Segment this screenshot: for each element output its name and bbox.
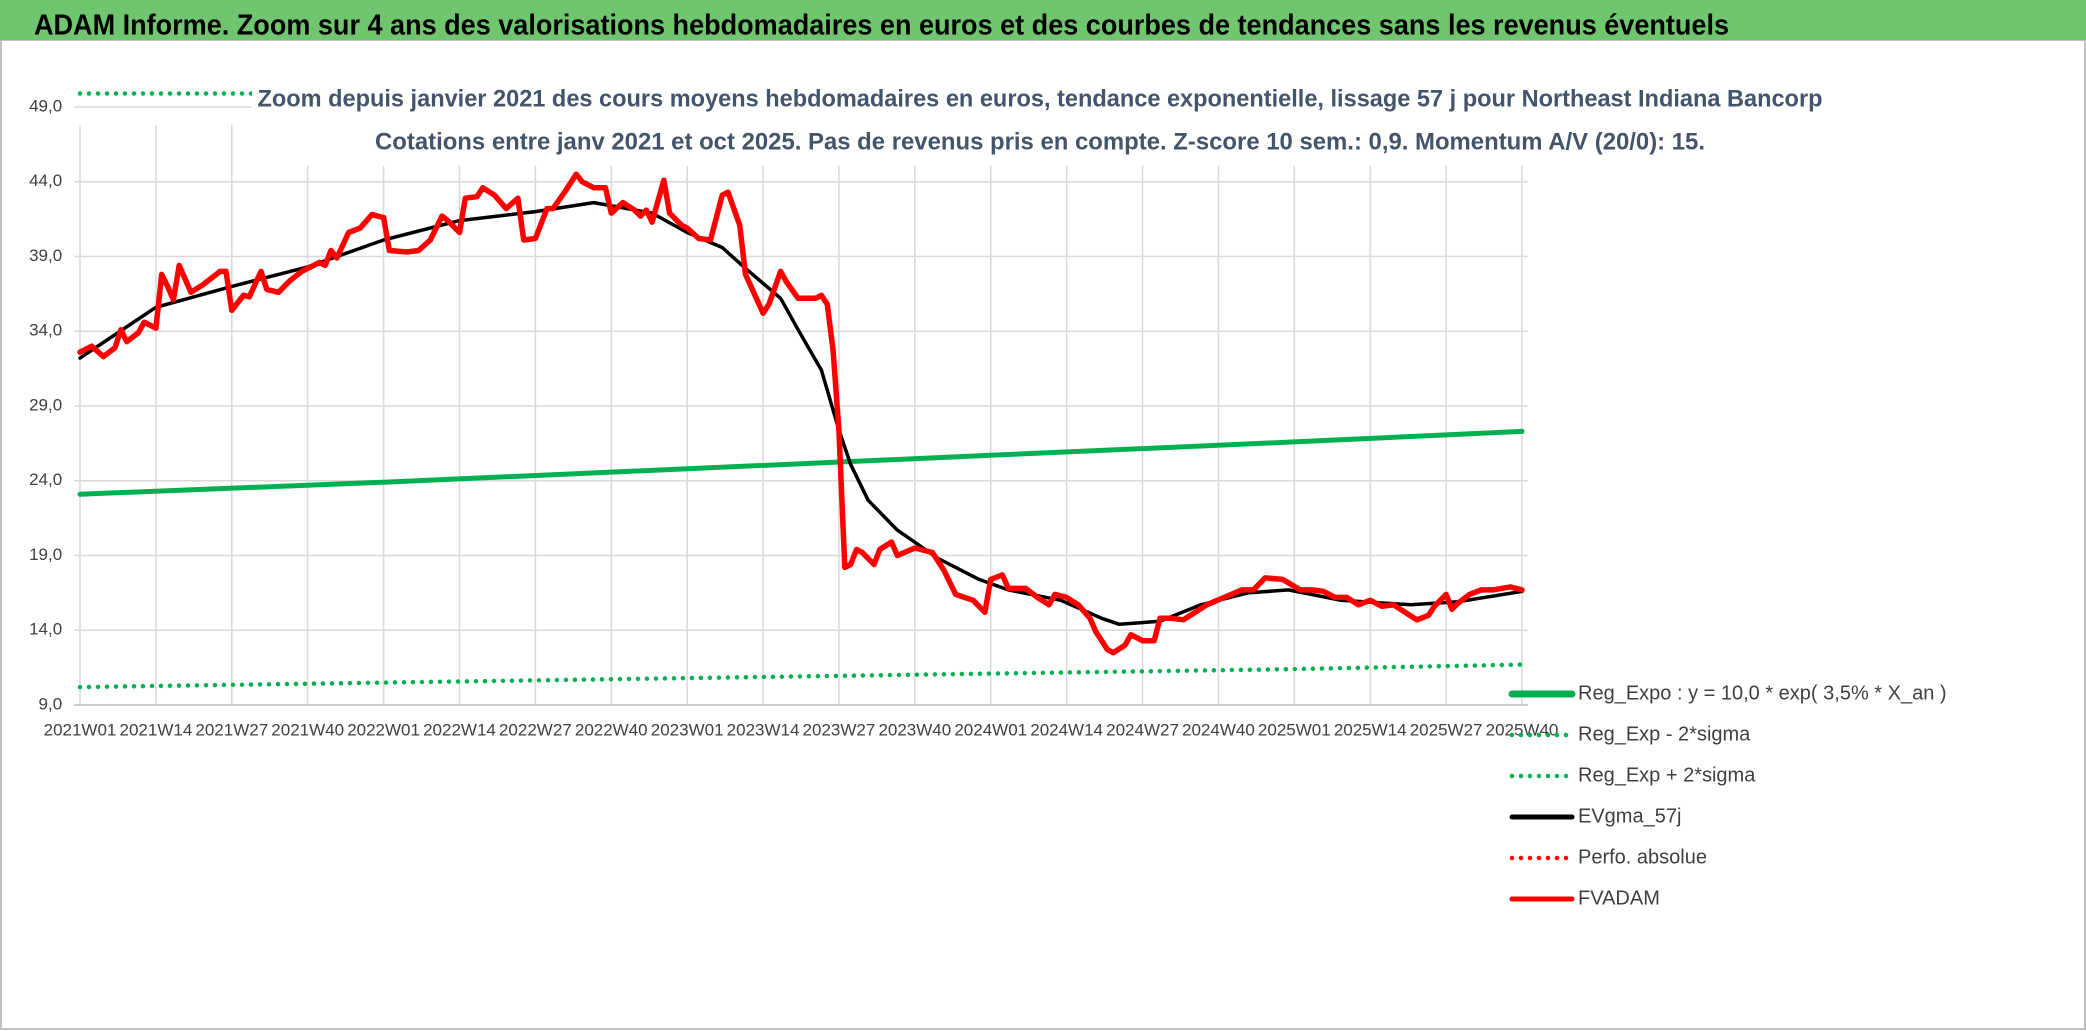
title-bar [0,0,2086,40]
legend-label: EVgma_57j [1578,805,1681,827]
x-tick-label: 2025W14 [1334,720,1407,739]
x-tick-label: 2024W14 [1030,720,1103,739]
x-tick-label: 2022W01 [347,720,420,739]
series-line [77,662,1525,690]
legend-label: Reg_Exp - 2*sigma [1578,723,1751,745]
x-tick-label: 2021W40 [271,720,344,739]
y-tick-label: 24,0 [29,470,62,489]
legend-label: Reg_Exp + 2*sigma [1578,764,1756,786]
x-tick-label: 2024W27 [1106,720,1179,739]
chart-title: ADAM Informe. Zoom sur 4 ans des valoris… [34,10,1729,42]
y-tick-label: 29,0 [29,395,62,414]
y-tick-label: 14,0 [29,620,62,639]
y-tick-label: 44,0 [29,171,62,190]
x-tick-label: 2024W40 [1182,720,1255,739]
x-tick-label: 2022W14 [423,720,496,739]
x-tick-label: 2021W01 [44,720,117,739]
x-tick-label: 2024W01 [954,720,1027,739]
legend-label: Perfo. absolue [1578,846,1707,868]
x-tick-label: 2023W40 [878,720,951,739]
x-tick-label: 2025W01 [1258,720,1331,739]
subtitle-box [252,74,1827,166]
x-tick-label: 2021W27 [195,720,268,739]
x-tick-label: 2025W27 [1410,720,1483,739]
subtitle-line: Zoom depuis janvier 2021 des cours moyen… [258,85,1823,112]
y-tick-label: 34,0 [29,321,62,340]
y-tick-label: 49,0 [29,96,62,115]
series-line [77,171,1525,656]
subtitle-line: Cotations entre janv 2021 et oct 2025. P… [375,128,1705,155]
x-tick-label: 2023W27 [803,720,876,739]
x-tick-label: 2023W01 [651,720,724,739]
y-tick-label: 39,0 [29,246,62,265]
x-tick-label: 2023W14 [727,720,800,739]
legend-label: FVADAM [1578,887,1660,909]
legend-label: Reg_Expo : y = 10,0 * exp( 3,5% * X_an ) [1578,682,1947,704]
y-tick-label: 19,0 [29,545,62,564]
y-tick-label: 9,0 [39,694,63,713]
x-tick-label: 2022W40 [575,720,648,739]
legend: Reg_Expo : y = 10,0 * exp( 3,5% * X_an )… [1508,682,1947,909]
x-tick-label: 2022W27 [499,720,572,739]
x-tick-label: 2021W14 [120,720,193,739]
